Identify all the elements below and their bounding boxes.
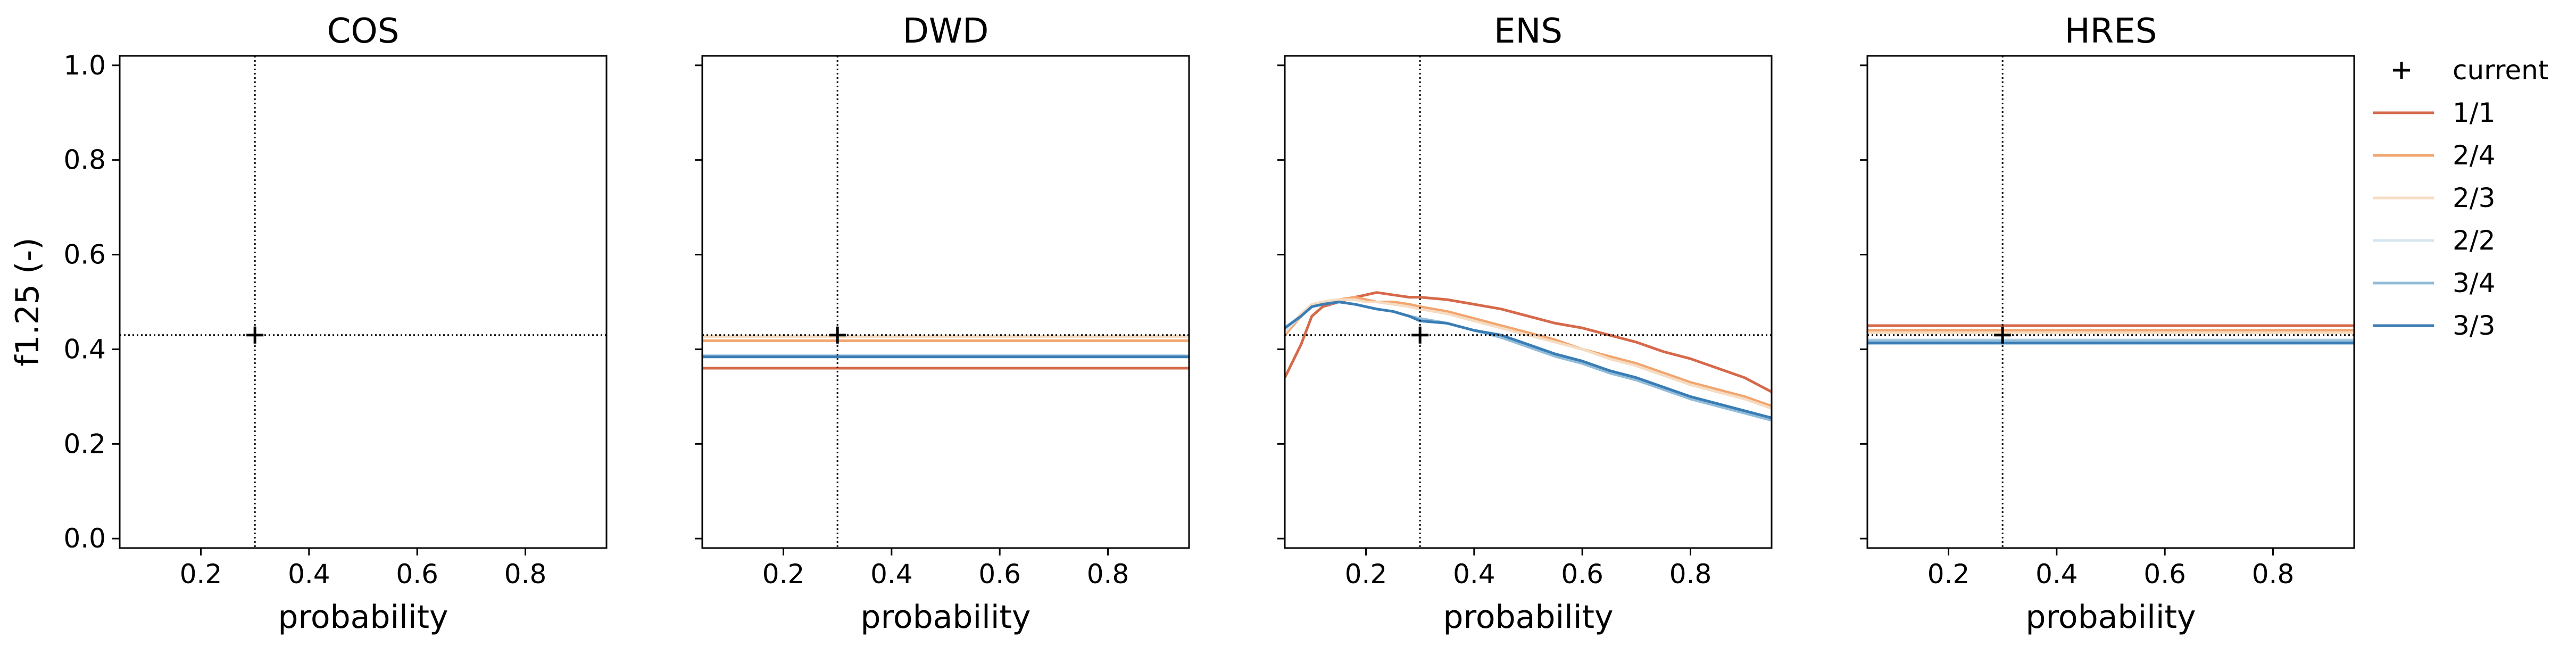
x-axis-label: probability: [860, 599, 1031, 636]
legend: current 1/1 2/4 2/3 2/2 3/4 3/3: [2373, 55, 2548, 341]
x-tick-label: 0.2: [1927, 559, 1970, 590]
x-tick-label: 0.2: [762, 559, 805, 590]
x-tick-label: 0.6: [1561, 559, 1603, 590]
panel-1: 0.2 0.4 0.6 0.8 0.0 0.2 0.4 0.6 0.8 1.0 COS probabi…: [9, 12, 608, 636]
x-tick-label: 0.2: [180, 559, 222, 590]
x-tick-label: 0.8: [1669, 559, 1712, 590]
x-tick-label: 0.2: [1345, 559, 1387, 590]
x-tick-label: 0.4: [870, 559, 913, 590]
panel-title: COS: [327, 12, 400, 51]
x-axis-label: probability: [278, 599, 448, 636]
legend-label-1-1: 1/1: [2453, 97, 2495, 128]
legend-label-3-4: 3/4: [2453, 268, 2495, 298]
panel-4: 0.2 0.4 0.6 0.8 HRES probability: [1860, 12, 2355, 636]
x-tick-label: 0.8: [1087, 559, 1129, 590]
x-tick-label: 0.8: [504, 559, 547, 590]
x-tick-label: 0.4: [2035, 559, 2078, 590]
y-tick-label: 0.6: [63, 239, 106, 270]
x-tick-label: 0.8: [2252, 559, 2295, 590]
legend-label-current: current: [2453, 55, 2548, 86]
axes-frame: [1284, 55, 1773, 549]
legend-label-2-4: 2/4: [2453, 140, 2495, 171]
panel-title: HRES: [2065, 12, 2157, 51]
y-tick-label: 0.2: [63, 428, 106, 459]
y-tick-label: 0.8: [63, 145, 106, 176]
x-tick-label: 0.6: [396, 559, 438, 590]
x-axis-label: probability: [2025, 599, 2196, 636]
x-tick-label: 0.6: [2143, 559, 2186, 590]
panel-title: DWD: [903, 12, 989, 51]
legend-label-2-2: 2/2: [2453, 225, 2495, 256]
y-tick-label: 0.0: [63, 523, 106, 554]
x-tick-label: 0.6: [978, 559, 1021, 590]
panel-3: 0.2 0.4 0.6 0.8 ENS probability: [1277, 12, 1773, 636]
x-tick-label: 0.4: [288, 559, 330, 590]
y-axis-label: f1.25 (-): [9, 237, 46, 366]
legend-label-3-3: 3/3: [2453, 310, 2495, 341]
series-line-2-3: [1284, 298, 1772, 410]
axes-frame: [1866, 55, 2355, 549]
y-tick-label: 0.4: [63, 334, 106, 364]
x-axis-label: probability: [1443, 599, 1613, 636]
legend-label-2-3: 2/3: [2453, 183, 2495, 213]
panel-title: ENS: [1494, 12, 1563, 51]
y-tick-label: 1.0: [63, 50, 106, 81]
panel-2: 0.2 0.4 0.6 0.8 DWD probability: [695, 12, 1190, 636]
axes-frame: [701, 55, 1190, 549]
x-tick-label: 0.4: [1453, 559, 1495, 590]
series-line-2-4: [1284, 296, 1772, 408]
series-line-3-3: [1284, 301, 1772, 419]
axes-frame: [119, 55, 608, 549]
series-line-1-1: [1283, 291, 1773, 393]
